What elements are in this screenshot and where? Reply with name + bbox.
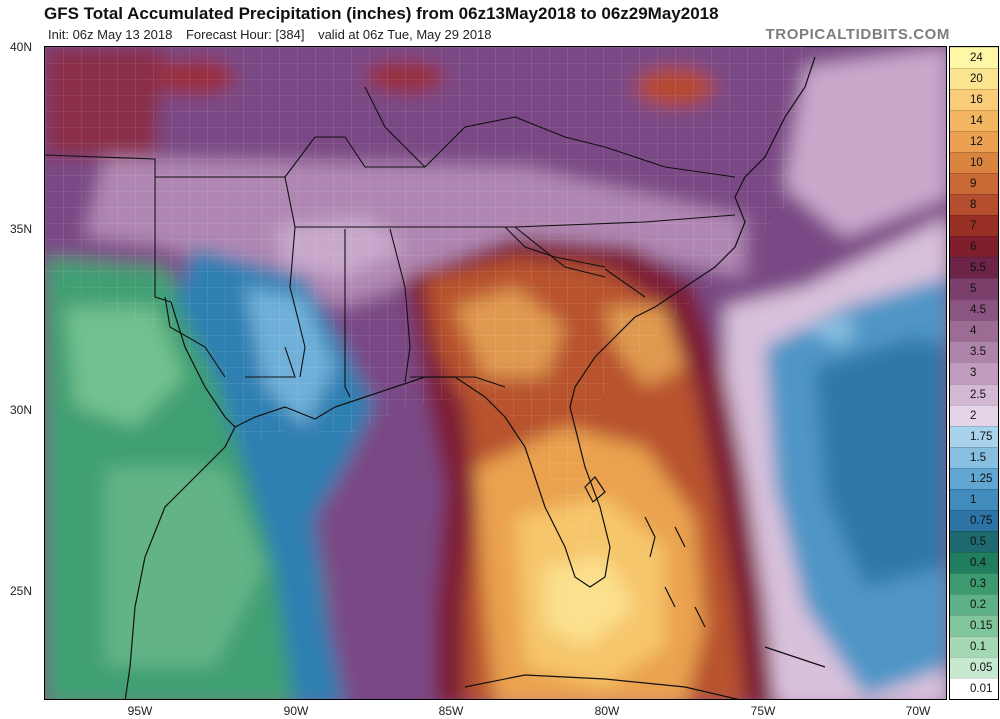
colorbar-level: 9 bbox=[950, 173, 998, 195]
state-borders bbox=[45, 86, 736, 398]
lon-label-95w: 95W bbox=[127, 704, 153, 718]
colorbar-level: 0.4 bbox=[950, 551, 998, 573]
colorbar-level: 1.25 bbox=[950, 467, 998, 489]
lon-label-85w: 85W bbox=[438, 704, 464, 718]
colorbar-level: 12 bbox=[950, 131, 998, 153]
brand-watermark: TROPICALTIDBITS.COM bbox=[765, 26, 950, 43]
colorbar-level: 6 bbox=[950, 236, 998, 258]
colorbar-level: 0.01 bbox=[950, 677, 998, 699]
colorbar-level: 10 bbox=[950, 152, 998, 174]
init-time: Init: 06z May 13 2018 bbox=[48, 27, 173, 42]
lat-label-25n: 25N bbox=[10, 584, 33, 598]
map-canvas bbox=[45, 47, 946, 699]
colorbar-level: 3.5 bbox=[950, 341, 998, 363]
lon-label-75w: 75W bbox=[750, 704, 776, 718]
colorbar-level: 0.05 bbox=[950, 656, 998, 678]
colorbar-level: 0.15 bbox=[950, 614, 998, 636]
lat-label-35n: 35N bbox=[10, 222, 33, 236]
colorbar-level: 0.2 bbox=[950, 593, 998, 615]
colorbar-level: 7 bbox=[950, 215, 998, 237]
colorbar-level: 2 bbox=[950, 404, 998, 426]
colorbar-level: 1.5 bbox=[950, 446, 998, 468]
colorbar-level: 4 bbox=[950, 320, 998, 342]
colorbar-level: 0.1 bbox=[950, 635, 998, 657]
colorbar-level: 2.5 bbox=[950, 383, 998, 405]
colorbar-level: 5.5 bbox=[950, 257, 998, 279]
map-subtitle: Init: 06z May 13 2018 Forecast Hour: [38… bbox=[48, 27, 502, 42]
lon-label-80w: 80W bbox=[594, 704, 620, 718]
colorbar-legend: 24 20 16 14 12 10 9 8 7 6 5.5 5 4.5 4 3.5 3 2.5 2 1.75 1.5 1… bbox=[949, 46, 999, 700]
valid-time: valid at 06z Tue, May 29 2018 bbox=[318, 27, 492, 42]
colorbar-level: 8 bbox=[950, 194, 998, 216]
colorbar-level: 0.5 bbox=[950, 530, 998, 552]
coastline bbox=[124, 56, 826, 699]
colorbar-level: 1.75 bbox=[950, 425, 998, 447]
colorbar-level: 24 bbox=[950, 47, 998, 69]
colorbar-level: 5 bbox=[950, 278, 998, 300]
colorbar-level: 0.3 bbox=[950, 572, 998, 594]
colorbar-level: 3 bbox=[950, 362, 998, 384]
precipitation-map bbox=[44, 46, 947, 700]
lat-label-30n: 30N bbox=[10, 403, 33, 417]
lat-label-40n: 40N bbox=[10, 40, 33, 54]
colorbar-level: 16 bbox=[950, 89, 998, 111]
colorbar-level: 1 bbox=[950, 488, 998, 510]
colorbar-level: 14 bbox=[950, 110, 998, 132]
colorbar-level: 0.75 bbox=[950, 509, 998, 531]
lon-label-70w: 70W bbox=[905, 704, 931, 718]
forecast-hour: Forecast Hour: [384] bbox=[185, 27, 305, 42]
colorbar-level: 20 bbox=[950, 68, 998, 90]
map-title: GFS Total Accumulated Precipitation (inc… bbox=[44, 4, 719, 23]
colorbar-level: 4.5 bbox=[950, 299, 998, 321]
lon-label-90w: 90W bbox=[283, 704, 309, 718]
